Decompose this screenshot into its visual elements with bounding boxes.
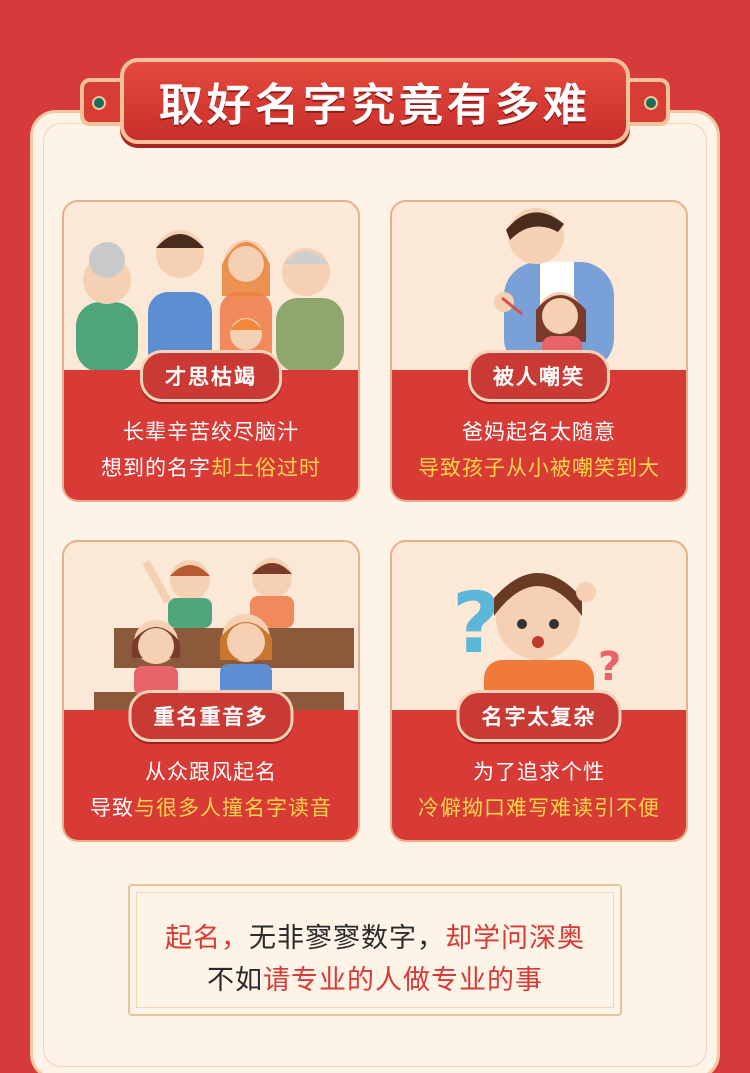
card-beiren-chaoxiao: 被人嘲笑 爸妈起名太随意 导致孩子从小被嘲笑到大 [390,200,688,502]
card-line2: 导致孩子从小被嘲笑到大 [418,456,660,480]
family-group-icon [76,230,344,372]
parent-child-illustration [392,202,686,372]
card-chongming-chongyin: 重名重音多 从众跟风起名 导致与很多人撞名字读音 [62,540,360,842]
card-line2: 导致与很多人撞名字读音 [90,796,332,820]
card-cansi-kujie: 才思枯竭 长辈辛苦绞尽脑汁 想到的名字却土俗过时 [62,200,360,502]
question-child-icon: ? ? [452,573,621,712]
title-bar: 取好名字究竟有多难 [120,58,630,144]
card-tag: 才思枯竭 [140,350,282,402]
confused-child-illustration: ? ? [392,542,686,712]
family-illustration [64,202,358,372]
svg-text:?: ? [598,644,621,690]
card-line1: 为了追求个性 [473,760,605,784]
card-line1: 长辈辛苦绞尽脑汁 [123,420,299,444]
card-line2: 冷僻拗口难写难读引不便 [418,796,660,820]
father-daughter-icon [494,208,614,372]
card-tag: 名字太复杂 [456,690,622,742]
svg-text:?: ? [452,574,501,672]
summary-box: 起名，无非寥寥数字，却学问深奥 不如请专业的人做专业的事 [128,884,622,1016]
card-line2: 想到的名字却土俗过时 [101,456,321,480]
classroom-illustration [64,542,358,710]
title-banner: 取好名字究竟有多难 [80,58,670,146]
card-line1: 爸妈起名太随意 [462,420,616,444]
summary-line2: 不如请专业的人做专业的事 [207,965,543,996]
card-mingzi-tai-fuza: ? ? 名字太复杂 为了追求个性 冷僻拗口难写难读引不便 [390,540,688,842]
card-tag: 被人嘲笑 [468,350,610,402]
students-icon [94,558,354,710]
card-tag: 重名重音多 [128,690,294,742]
page-title: 取好名字究竟有多难 [159,80,591,131]
card-line1: 从众跟风起名 [145,760,277,784]
jade-dot-icon [644,96,658,110]
jade-dot-icon [92,96,106,110]
summary-line1: 起名，无非寥寥数字，却学问深奥 [165,923,585,954]
